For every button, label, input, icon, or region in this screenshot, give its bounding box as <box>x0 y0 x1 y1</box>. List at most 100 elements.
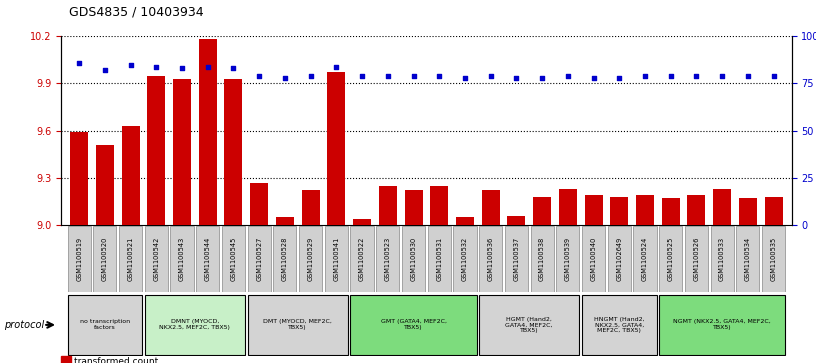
FancyBboxPatch shape <box>119 226 142 291</box>
Point <box>432 73 446 79</box>
Bar <box>738 198 756 225</box>
Point <box>484 73 497 79</box>
Bar <box>327 73 345 225</box>
Point <box>767 73 780 79</box>
Text: GMT (GATA4, MEF2C,
TBX5): GMT (GATA4, MEF2C, TBX5) <box>380 319 446 330</box>
Bar <box>765 197 783 225</box>
FancyBboxPatch shape <box>376 226 399 291</box>
Bar <box>251 183 268 225</box>
Text: GSM1100536: GSM1100536 <box>488 237 494 281</box>
Text: GSM1100542: GSM1100542 <box>153 236 159 281</box>
FancyBboxPatch shape <box>222 226 245 291</box>
Text: GSM1100539: GSM1100539 <box>565 237 571 281</box>
Text: GSM1100523: GSM1100523 <box>385 237 391 281</box>
Text: GSM1100533: GSM1100533 <box>719 237 725 281</box>
Bar <box>405 191 423 225</box>
Point <box>407 73 420 79</box>
Bar <box>533 197 551 225</box>
Bar <box>687 195 705 225</box>
Bar <box>610 197 628 225</box>
Text: GSM1100540: GSM1100540 <box>591 236 596 281</box>
FancyBboxPatch shape <box>247 226 271 291</box>
Point <box>535 75 548 81</box>
FancyBboxPatch shape <box>454 226 477 291</box>
Point <box>73 60 86 66</box>
Point <box>459 75 472 81</box>
FancyBboxPatch shape <box>659 226 682 291</box>
Point <box>561 73 574 79</box>
Point <box>304 73 317 79</box>
FancyBboxPatch shape <box>402 226 425 291</box>
Point <box>613 75 626 81</box>
Point <box>99 68 112 73</box>
FancyBboxPatch shape <box>711 226 734 291</box>
Point <box>638 73 651 79</box>
Text: GSM1100545: GSM1100545 <box>230 236 237 281</box>
FancyBboxPatch shape <box>762 226 785 291</box>
Text: protocol: protocol <box>4 320 44 330</box>
FancyBboxPatch shape <box>351 226 374 291</box>
Point <box>716 73 729 79</box>
Text: DMT (MYOCD, MEF2C,
TBX5): DMT (MYOCD, MEF2C, TBX5) <box>264 319 332 330</box>
Text: GDS4835 / 10403934: GDS4835 / 10403934 <box>69 5 204 18</box>
Bar <box>481 191 499 225</box>
Point <box>356 73 369 79</box>
Bar <box>508 216 526 225</box>
Point <box>253 73 266 79</box>
Text: NGMT (NKX2.5, GATA4, MEF2C,
TBX5): NGMT (NKX2.5, GATA4, MEF2C, TBX5) <box>673 319 771 330</box>
Text: GSM1100531: GSM1100531 <box>437 237 442 281</box>
Text: GSM1100530: GSM1100530 <box>410 237 416 281</box>
FancyBboxPatch shape <box>659 295 785 355</box>
FancyBboxPatch shape <box>325 226 348 291</box>
FancyBboxPatch shape <box>685 226 708 291</box>
Text: GSM1100522: GSM1100522 <box>359 236 365 281</box>
FancyBboxPatch shape <box>171 226 193 291</box>
FancyBboxPatch shape <box>582 295 657 355</box>
FancyBboxPatch shape <box>530 226 553 291</box>
Bar <box>122 126 140 225</box>
Text: GSM1100527: GSM1100527 <box>256 236 262 281</box>
Bar <box>430 186 448 225</box>
Bar <box>96 145 114 225</box>
Bar <box>456 217 474 225</box>
Bar <box>173 79 191 225</box>
FancyBboxPatch shape <box>428 226 450 291</box>
Text: GSM1100529: GSM1100529 <box>308 237 313 281</box>
FancyBboxPatch shape <box>144 226 168 291</box>
Bar <box>584 195 602 225</box>
FancyBboxPatch shape <box>505 226 528 291</box>
FancyBboxPatch shape <box>299 226 322 291</box>
Point <box>664 73 677 79</box>
FancyBboxPatch shape <box>196 226 220 291</box>
FancyBboxPatch shape <box>736 226 760 291</box>
FancyBboxPatch shape <box>479 226 502 291</box>
Text: GSM1100528: GSM1100528 <box>282 236 288 281</box>
Bar <box>302 191 320 225</box>
Point <box>741 73 754 79</box>
Text: GSM1100521: GSM1100521 <box>127 237 134 281</box>
Text: DMNT (MYOCD,
NKX2.5, MEF2C, TBX5): DMNT (MYOCD, NKX2.5, MEF2C, TBX5) <box>159 319 230 330</box>
Text: GSM1100537: GSM1100537 <box>513 237 519 281</box>
Point <box>278 75 291 81</box>
Bar <box>70 132 88 225</box>
Bar <box>636 195 654 225</box>
Text: transformed count: transformed count <box>74 357 158 363</box>
Bar <box>224 79 242 225</box>
FancyBboxPatch shape <box>68 226 91 291</box>
Text: HNGMT (Hand2,
NKX2.5, GATA4,
MEF2C, TBX5): HNGMT (Hand2, NKX2.5, GATA4, MEF2C, TBX5… <box>594 317 645 333</box>
Point <box>227 65 240 71</box>
FancyBboxPatch shape <box>351 295 477 355</box>
Text: GSM1100526: GSM1100526 <box>694 236 699 281</box>
Text: GSM1100524: GSM1100524 <box>642 236 648 281</box>
Text: GSM1100525: GSM1100525 <box>667 236 674 281</box>
Bar <box>148 76 166 225</box>
Text: GSM1100534: GSM1100534 <box>745 237 751 281</box>
Point <box>587 75 600 81</box>
Point <box>175 65 188 71</box>
Text: GSM1102649: GSM1102649 <box>616 237 623 281</box>
FancyBboxPatch shape <box>247 295 348 355</box>
Text: HGMT (Hand2,
GATA4, MEF2C,
TBX5): HGMT (Hand2, GATA4, MEF2C, TBX5) <box>505 317 553 333</box>
Bar <box>199 40 217 225</box>
FancyBboxPatch shape <box>582 226 605 291</box>
Text: GSM1100535: GSM1100535 <box>770 237 777 281</box>
